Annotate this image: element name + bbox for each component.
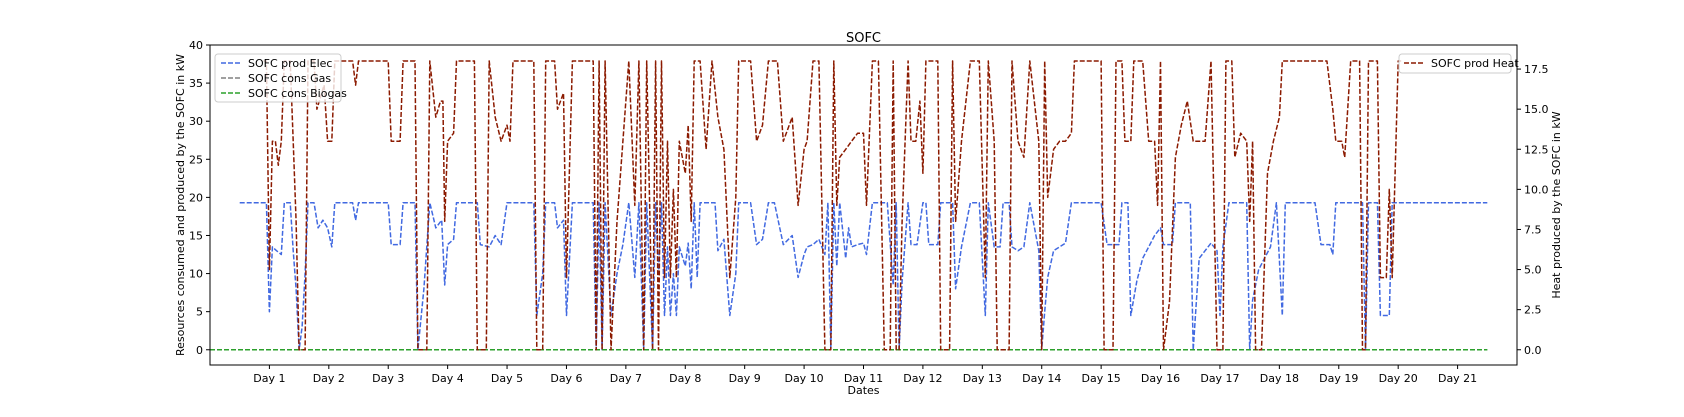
x-tick-label: Day 13 (963, 372, 1002, 385)
y-axis-left-label: Resources consumed and produced by the S… (174, 54, 187, 356)
x-tick-label: Day 11 (844, 372, 883, 385)
x-tick-label: Day 1 (253, 372, 285, 385)
series-layer (210, 60, 1488, 351)
x-axis-label: Dates (847, 384, 879, 397)
legend-biogas-label: SOFC cons Biogas (248, 87, 347, 100)
y-right-tick-label: 12.5 (1524, 143, 1549, 156)
y-right-tick-label: 17.5 (1524, 63, 1549, 76)
y-left-tick-label: 10 (189, 268, 203, 281)
x-tick-label: Day 20 (1379, 372, 1418, 385)
x-tick-label: Day 6 (550, 372, 582, 385)
x-tick-label: Day 2 (313, 372, 345, 385)
x-tick-label: Day 21 (1438, 372, 1477, 385)
x-tick-label: Day 19 (1319, 372, 1358, 385)
plot-frame (209, 44, 1518, 366)
y-right-tick-label: 0.0 (1524, 344, 1542, 357)
legend-gas-label: SOFC cons Gas (248, 72, 331, 85)
y-left-tick-label: 5 (196, 306, 203, 319)
x-tick-label: Day 14 (1022, 372, 1061, 385)
y-right-tick-label: 15.0 (1524, 103, 1549, 116)
x-tick-label: Day 3 (372, 372, 404, 385)
x-tick-label: Day 10 (784, 372, 823, 385)
x-tick-label: Day 18 (1260, 372, 1299, 385)
legend-elec-label: SOFC prod Elec (248, 57, 332, 70)
chart-title: SOFC (846, 31, 881, 46)
x-tick-label: Day 16 (1141, 372, 1180, 385)
x-axis: Day 1 Day 2 Day 3 Day 4 Day 5 Day 6 Day 7 Day 8… (253, 365, 1477, 385)
x-tick-label: Day 15 (1082, 372, 1121, 385)
x-tick-label: Day 12 (903, 372, 942, 385)
y-right-tick-label: 10.0 (1524, 183, 1549, 196)
y-right-tick-label: 7.5 (1524, 223, 1542, 236)
y-left-tick-label: 15 (189, 229, 203, 242)
y-left-tick-label: 30 (189, 115, 203, 128)
x-tick-label: Day 5 (491, 372, 523, 385)
series-line-sofc-prod-heat (263, 60, 1402, 351)
y-left-tick-label: 40 (189, 39, 203, 52)
x-tick-label: Day 9 (729, 372, 761, 385)
y-left-tick-label: 35 (189, 77, 203, 90)
legend-left-box (214, 53, 342, 103)
x-tick-label: Day 8 (669, 372, 701, 385)
y-axis-left: 0 5 10 15 20 25 30 35 40 (189, 39, 210, 357)
y-right-tick-label: 2.5 (1524, 304, 1542, 317)
legend-left: SOFC prod Elec SOFC cons Gas SOFC cons B… (214, 53, 347, 103)
x-tick-label: Day 7 (610, 372, 642, 385)
x-tick-label: Day 4 (432, 372, 464, 385)
legend-right: SOFC prod Heat (1398, 53, 1519, 74)
x-tick-label: Day 17 (1200, 372, 1239, 385)
y-left-tick-label: 25 (189, 153, 203, 166)
legend-heat-label: SOFC prod Heat (1431, 57, 1519, 70)
y-right-tick-label: 5.0 (1524, 264, 1542, 277)
y-axis-right-label: Heat produced by the SOFC in kW (1550, 111, 1563, 298)
y-axis-right: 0.0 2.5 5.0 7.5 10.0 12.5 15.0 17.5 (1517, 63, 1549, 357)
y-left-tick-label: 20 (189, 191, 203, 204)
legend-right-box (1398, 53, 1512, 74)
series-line-sofc-prod-elec (239, 201, 1488, 351)
y-left-tick-label: 0 (196, 344, 203, 357)
